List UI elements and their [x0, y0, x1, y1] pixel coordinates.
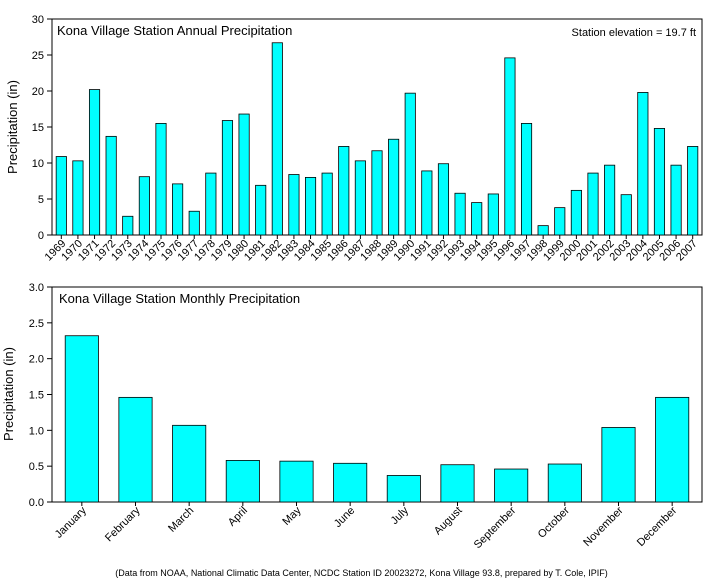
annual-bar-1974	[138, 176, 150, 236]
annual-bar-1995	[487, 193, 499, 236]
monthly-x-tick-label: November	[581, 504, 626, 549]
annual-bar-1989	[388, 138, 400, 236]
annual-bars	[55, 42, 699, 236]
annual-y-ticks: 0 5 10 15 20 25 30	[32, 14, 52, 242]
annual-bar-1991	[421, 170, 433, 236]
annual-bar-1998	[537, 225, 549, 236]
annual-bar-2004	[637, 92, 649, 236]
annual-y-tick-label: 5	[38, 194, 44, 206]
monthly-x-tick-label: March	[166, 505, 196, 535]
monthly-y-tick-label: 2.5	[29, 318, 44, 330]
monthly-bar-december	[655, 396, 690, 503]
annual-bar-1975	[155, 123, 167, 236]
annual-bar-2007	[687, 146, 699, 236]
monthly-bar-july	[386, 475, 421, 503]
monthly-bar-october	[547, 463, 582, 503]
monthly-x-tick-label: April	[226, 505, 250, 529]
annual-y-tick-label: 25	[32, 50, 44, 62]
annual-bar-1990	[404, 92, 416, 236]
annual-bar-1985	[321, 172, 333, 236]
annual-bar-1972	[105, 135, 117, 236]
annual-bar-1971	[88, 89, 101, 236]
annual-chart-title: Kona Village Station Annual Precipitatio…	[57, 23, 292, 38]
annual-chart: Kona Village Station Annual Precipitatio…	[5, 14, 703, 263]
monthly-bar-june	[333, 462, 368, 503]
annual-x-ticks: 1969197019711972197319741975197619771978…	[43, 235, 700, 263]
annual-bar-1986	[338, 146, 350, 236]
annual-bar-1978	[205, 172, 217, 236]
annual-bar-2002	[604, 164, 616, 236]
annual-bar-1992	[437, 163, 450, 236]
monthly-chart: Kona Village Station Monthly Precipitati…	[1, 282, 703, 551]
monthly-y-tick-label: 1.5	[29, 390, 44, 402]
monthly-bar-september	[494, 468, 529, 503]
monthly-chart-title: Kona Village Station Monthly Precipitati…	[59, 291, 300, 306]
annual-y-tick-label: 20	[32, 86, 44, 98]
annual-bar-1984	[304, 176, 317, 236]
monthly-y-tick-label: 0.0	[29, 497, 44, 509]
annual-bar-1988	[371, 150, 383, 236]
monthly-bar-january	[64, 335, 99, 503]
annual-bar-1970	[72, 160, 84, 236]
annual-bar-1987	[354, 160, 366, 236]
annual-y-tick-label: 10	[32, 158, 44, 170]
annual-bar-1976	[172, 183, 184, 236]
monthly-y-tick-label: 2.0	[29, 354, 44, 366]
annual-bar-2006	[670, 164, 682, 236]
monthly-y-ticks: 0.0 0.5 1.0 1.5 2.0 2.5 3.0	[29, 282, 52, 509]
annual-bar-1997	[520, 123, 533, 236]
annual-bar-1969	[55, 156, 67, 236]
annual-y-tick-label: 15	[32, 122, 44, 134]
monthly-x-tick-label: October	[536, 504, 572, 540]
monthly-x-tick-label: May	[280, 504, 304, 528]
data-source-footnote: (Data from NOAA, National Climatic Data …	[115, 568, 608, 578]
monthly-bar-february	[118, 396, 153, 503]
monthly-bars	[64, 335, 690, 503]
monthly-x-tick-label: July	[389, 504, 412, 527]
annual-bar-1981	[255, 184, 267, 236]
monthly-x-ticks: January February March April May June July Augu…	[53, 502, 680, 551]
monthly-y-tick-label: 0.5	[29, 461, 44, 473]
monthly-x-tick-label: January	[53, 504, 90, 541]
monthly-x-tick-label: February	[103, 504, 143, 544]
monthly-y-axis-label: Precipitation (in)	[1, 347, 16, 441]
annual-y-tick-label: 30	[32, 14, 44, 26]
annual-bar-1973	[122, 215, 134, 236]
monthly-bar-november	[601, 427, 636, 503]
annual-bar-1977	[188, 210, 200, 236]
annual-bar-1994	[471, 202, 483, 236]
monthly-x-tick-label: August	[432, 505, 465, 538]
annual-bar-1982	[271, 42, 283, 236]
monthly-y-tick-label: 1.0	[29, 425, 44, 437]
annual-bar-2001	[587, 172, 599, 236]
monthly-bar-march	[172, 424, 207, 503]
annual-bar-2003	[620, 194, 632, 236]
monthly-bar-august	[440, 464, 475, 503]
monthly-bar-may	[279, 460, 314, 503]
annual-bar-1996	[504, 57, 516, 236]
annual-bar-1999	[554, 207, 566, 236]
annual-bar-1983	[288, 174, 300, 236]
monthly-y-tick-label: 3.0	[29, 282, 44, 294]
station-elevation-annotation: Station elevation = 19.7 ft	[572, 27, 696, 39]
annual-bar-1993	[454, 192, 466, 236]
annual-y-axis-label: Precipitation (in)	[5, 80, 20, 174]
annual-bar-2000	[570, 189, 582, 236]
monthly-x-tick-label: December	[635, 504, 680, 549]
annual-bar-1980	[238, 113, 250, 236]
monthly-x-tick-label: June	[332, 505, 357, 530]
monthly-x-tick-label: September	[472, 504, 519, 551]
annual-y-tick-label: 0	[38, 230, 44, 242]
monthly-bar-april	[225, 460, 260, 503]
annual-bar-2005	[653, 128, 666, 236]
annual-bar-1979	[221, 120, 234, 236]
